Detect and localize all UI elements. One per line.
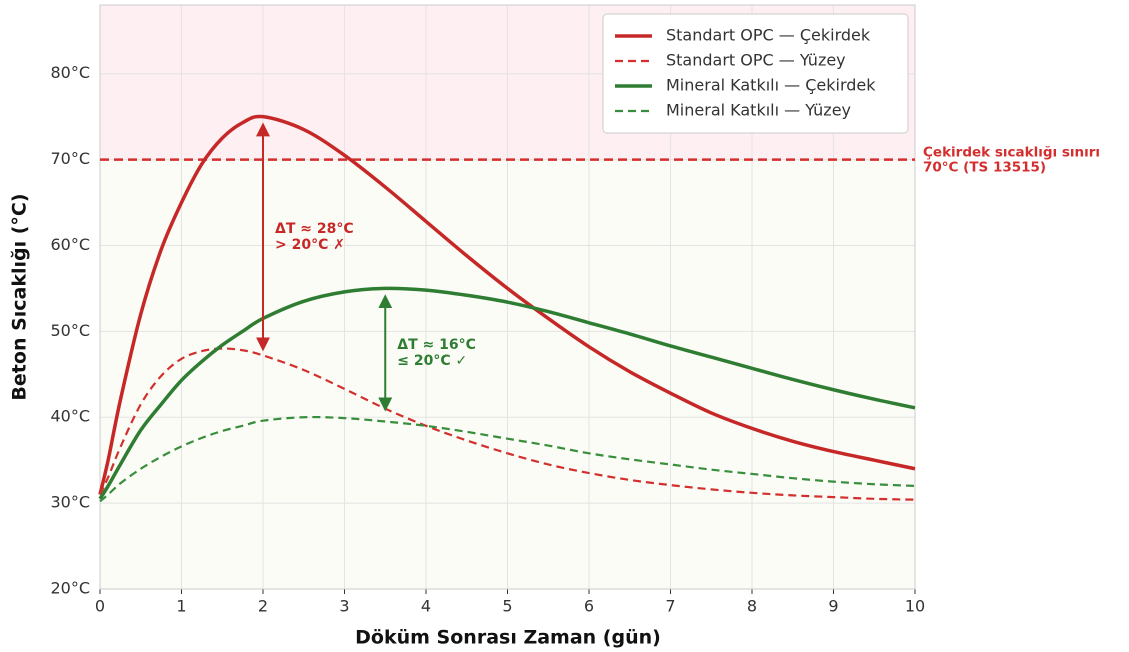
series-line <box>99 347 916 501</box>
legend-label: Standart OPC — Çekirdek <box>666 26 871 45</box>
delta-label: ΔT ≈ 28°C <box>275 221 354 237</box>
x-tick-label: 4 <box>421 597 431 616</box>
y-tick-label: 80°C <box>50 63 90 82</box>
series-line <box>99 415 916 503</box>
x-tick-label: 3 <box>339 597 349 616</box>
delta-label: > 20°C ✗ <box>275 237 345 253</box>
x-tick-label: 6 <box>584 597 594 616</box>
legend: Standart OPC — Çekirdek Standart OPC — Yü… <box>602 13 909 134</box>
series-line <box>98 114 916 495</box>
x-tick-label: 7 <box>665 597 675 616</box>
legend-label: Standart OPC — Yüzey <box>666 51 846 70</box>
y-tick-label: 60°C <box>50 235 90 254</box>
delta-label: ΔT ≈ 16°C <box>397 337 476 353</box>
y-tick-label: 50°C <box>50 321 90 340</box>
delta-label: ≤ 20°C ✓ <box>397 353 467 369</box>
limit-label: 70°C (TS 13515) <box>923 160 1046 176</box>
y-axis-label: Beton Sıcaklığı (°C) <box>9 193 31 400</box>
x-tick-label: 9 <box>828 597 838 616</box>
x-tick-label: 0 <box>95 597 105 616</box>
legend-box <box>602 13 909 134</box>
y-tick-label: 40°C <box>50 407 90 426</box>
series-line <box>98 286 916 500</box>
x-tick-label: 8 <box>747 597 757 616</box>
y-tick-label: 70°C <box>50 149 90 168</box>
x-tick-label: 5 <box>502 597 512 616</box>
limit-label: Çekirdek sıcaklığı sınırı <box>923 145 1100 161</box>
x-tick-label: 2 <box>258 597 268 616</box>
x-tick-label: 10 <box>905 597 925 616</box>
x-tick-label: 1 <box>176 597 186 616</box>
legend-label: Mineral Katkılı — Çekirdek <box>666 76 876 95</box>
legend-label: Mineral Katkılı — Yüzey <box>666 101 851 120</box>
x-axis-label: Döküm Sonrası Zaman (gün) <box>355 627 661 649</box>
plot-frame <box>99 4 916 590</box>
y-tick-label: 30°C <box>50 493 90 512</box>
y-tick-label: 20°C <box>50 579 90 598</box>
